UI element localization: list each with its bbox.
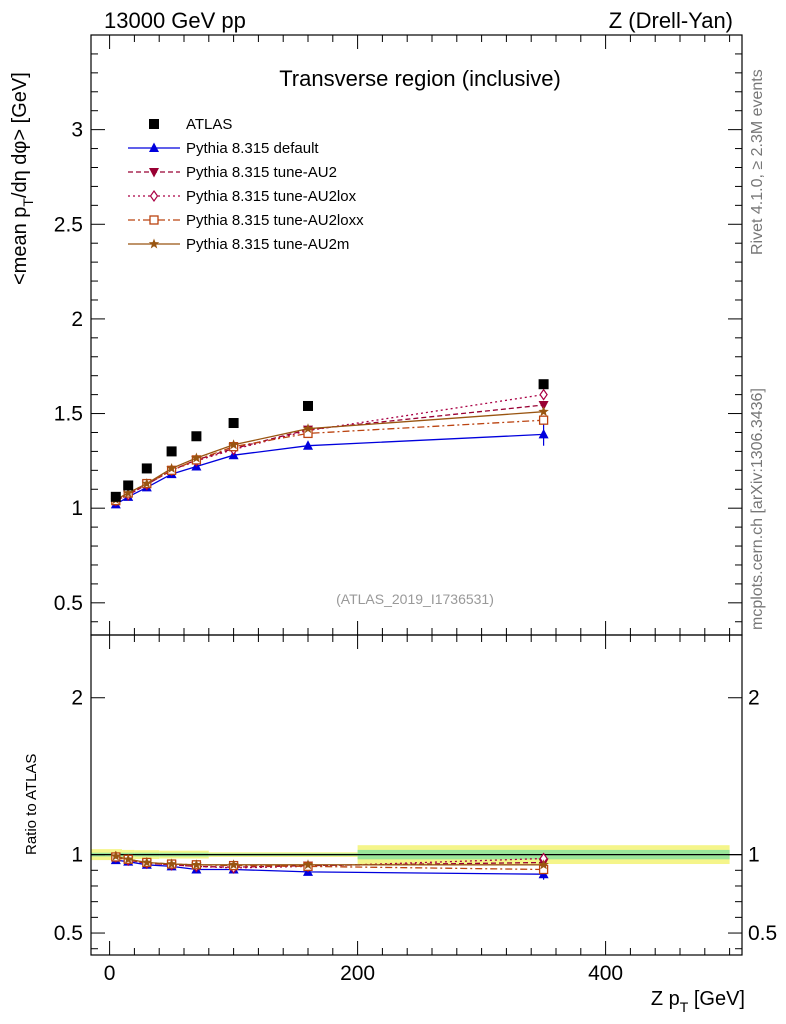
main-series — [110, 379, 549, 509]
data-point — [228, 418, 239, 429]
data-point — [191, 452, 202, 463]
legend-marker — [149, 142, 159, 152]
legend-marker — [149, 119, 159, 129]
legend-marker — [149, 189, 159, 203]
data-point — [141, 463, 152, 474]
legend-entry: Pythia 8.315 tune-AU2loxx — [128, 212, 364, 229]
ratio-line — [115, 855, 544, 866]
data-point — [166, 446, 177, 457]
ratio-y-tick-label-left: 0.5 — [54, 922, 83, 945]
main-y-axis-label: <mean pT/dη dφ> [GeV] — [9, 72, 36, 285]
main-y-tick-label: 0.5 — [54, 592, 83, 615]
header-right: Z (Drell-Yan) — [609, 8, 733, 33]
data-point — [191, 431, 202, 442]
ratio-point — [166, 858, 177, 869]
legend-label: Pythia 8.315 tune-AU2lox — [186, 188, 357, 205]
legend-entry: Pythia 8.315 tune-AU2lox — [128, 188, 357, 205]
main-y-tick-label: 2 — [71, 308, 83, 331]
data-point — [110, 491, 121, 502]
data-point — [122, 487, 134, 498]
ratio-series-4 — [110, 850, 549, 870]
data-point — [123, 480, 134, 491]
ratio-point — [122, 853, 134, 864]
ratio-point — [302, 859, 314, 870]
legend-entry: Pythia 8.315 tune-AU2 — [128, 164, 337, 181]
ratio-y-tick-label-left: 1 — [71, 844, 83, 867]
ratio-axis-ticks: 0.5 0.5 1 1 2 2 0 200 400 — [54, 635, 777, 985]
main-axis-ticks: 0.5 1 1.5 2 2.5 3 — [54, 35, 742, 635]
x-tick-label: 400 — [588, 962, 623, 985]
x-tick-label: 200 — [340, 962, 375, 985]
ratio-y-tick-label-right: 0.5 — [748, 922, 777, 945]
ratio-y-tick-label-left: 2 — [71, 687, 83, 710]
series-0 — [110, 379, 549, 502]
plot-title: Transverse region (inclusive) — [279, 66, 561, 91]
ratio-y-tick-label-right: 1 — [748, 844, 760, 867]
ratio-point — [110, 850, 122, 861]
data-point — [141, 478, 153, 489]
ratio-point — [141, 856, 153, 867]
ratio-point — [191, 859, 202, 870]
side-label-bottom: mcplots.cern.ch [arXiv:1306.3436] — [749, 388, 766, 630]
data-point — [302, 423, 314, 434]
data-point — [539, 388, 548, 401]
legend-marker — [149, 215, 159, 225]
legend-marker — [149, 168, 159, 178]
data-point — [228, 439, 239, 450]
data-point — [303, 400, 313, 411]
header-left: 13000 GeV pp — [104, 8, 246, 33]
x-tick-label: 0 — [104, 962, 116, 985]
data-point — [303, 440, 313, 450]
legend-label: Pythia 8.315 tune-AU2 — [186, 164, 337, 181]
main-y-tick-label: 1 — [71, 497, 83, 520]
ratio-point — [538, 859, 549, 870]
data-point — [538, 401, 549, 411]
legend-entry: Pythia 8.315 default — [128, 140, 319, 157]
series-5 — [110, 406, 549, 505]
legend-label: ATLAS — [186, 116, 232, 133]
legend-label: Pythia 8.315 default — [186, 140, 319, 157]
legend-label: Pythia 8.315 tune-AU2loxx — [186, 212, 364, 229]
ratio-series — [110, 850, 549, 880]
side-label-top: Rivet 4.1.0, ≥ 2.3M events — [749, 69, 766, 255]
main-y-tick-label: 1.5 — [54, 403, 83, 426]
ratio-plot-frame — [90, 634, 743, 956]
legend-marker — [148, 238, 160, 249]
data-point — [166, 462, 177, 473]
data-point — [538, 406, 549, 417]
x-axis-label: Z pT [GeV] — [651, 988, 745, 1015]
ratio-point — [228, 859, 239, 870]
data-point — [538, 428, 549, 439]
ratio-y-axis-label: Ratio to ATLAS — [23, 754, 40, 855]
legend-label: Pythia 8.315 tune-AU2m — [186, 236, 349, 253]
ratio-y-tick-label-right: 2 — [748, 687, 760, 710]
legend: ATLAS Pythia 8.315 default Pythia 8.315 tu… — [128, 116, 364, 253]
main-y-tick-label: 2.5 — [54, 213, 83, 236]
main-y-tick-label: 3 — [71, 119, 83, 142]
legend-entry: Pythia 8.315 tune-AU2m — [128, 236, 349, 253]
reference-label: (ATLAS_2019_I1736531) — [336, 591, 494, 607]
data-point — [538, 379, 549, 390]
data-point — [538, 415, 549, 425]
legend-entry: ATLAS — [149, 116, 232, 133]
